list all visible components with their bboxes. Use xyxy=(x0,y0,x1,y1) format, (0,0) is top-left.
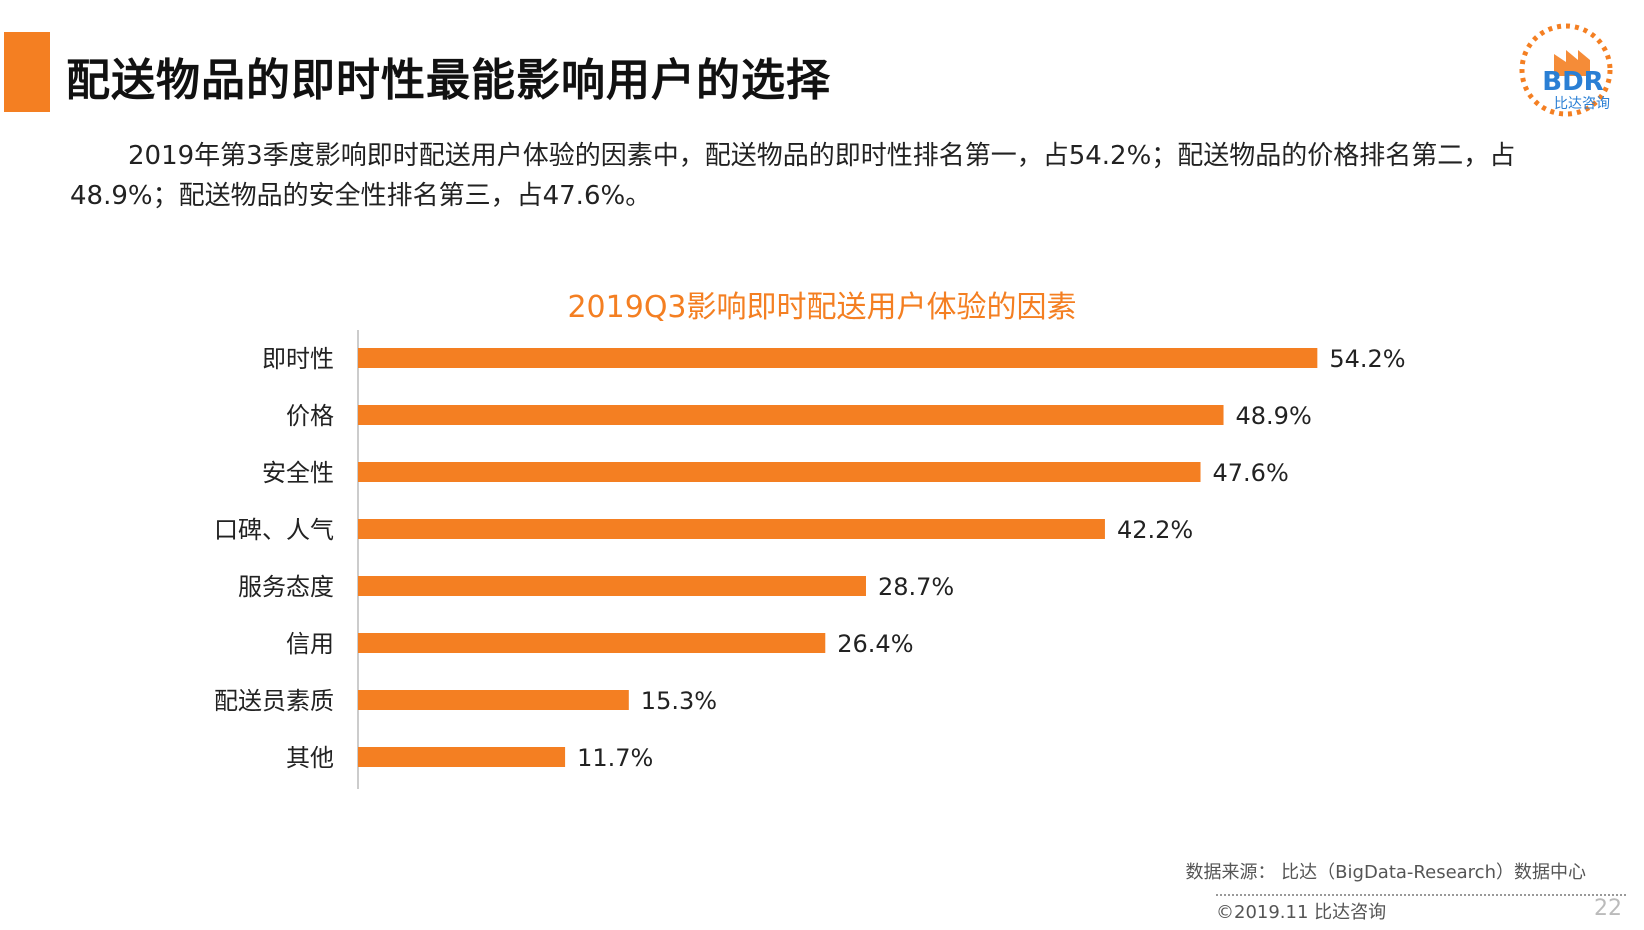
bar xyxy=(358,690,629,710)
bar xyxy=(358,405,1224,425)
category-label: 即时性 xyxy=(262,345,334,373)
value-label: 48.9% xyxy=(1236,402,1312,430)
value-label: 47.6% xyxy=(1213,459,1289,487)
intro-paragraph: 2019年第3季度影响即时配送用户体验的因素中，配送物品的即时性排名第一，占54… xyxy=(70,141,1516,211)
footer-divider xyxy=(1216,894,1626,896)
page-number: 22 xyxy=(1594,896,1622,921)
bar-chart: 即时性 54.2% 价格 48.9% 安全性 47.6% 口碑、人气 42.2% 服务态度 28.… xyxy=(214,330,1406,789)
value-label: 15.3% xyxy=(641,687,717,715)
logo-text: BDR xyxy=(1542,67,1603,97)
category-label: 信用 xyxy=(286,630,334,658)
bar xyxy=(358,633,826,653)
bdr-logo: BDR 比达咨询 xyxy=(1519,23,1613,117)
page-title: 配送物品的即时性最能影响用户的选择 xyxy=(66,55,831,106)
value-label: 26.4% xyxy=(837,630,913,658)
logo-subtext: 比达咨询 xyxy=(1554,96,1610,112)
bar xyxy=(358,747,566,767)
chart-title: 2019Q3影响即时配送用户体验的因素 xyxy=(567,290,1077,325)
title-accent-bar xyxy=(4,32,50,112)
category-label: 安全性 xyxy=(262,459,334,487)
logo-ring xyxy=(1519,23,1613,117)
category-label: 配送员素质 xyxy=(214,687,334,715)
value-label: 11.7% xyxy=(577,744,653,772)
bar xyxy=(358,576,866,596)
bar xyxy=(358,348,1318,368)
value-label: 54.2% xyxy=(1329,345,1405,373)
category-label: 其他 xyxy=(286,744,334,772)
copyright: ©2019.11 比达咨询 xyxy=(1216,902,1387,923)
logo-building xyxy=(1554,50,1590,76)
category-label: 口碑、人气 xyxy=(214,516,334,544)
value-label: 28.7% xyxy=(878,573,954,601)
bar xyxy=(358,462,1201,482)
data-source: 数据来源： 比达（BigData-Research）数据中心 xyxy=(1185,862,1586,883)
category-label: 服务态度 xyxy=(238,573,334,601)
category-label: 价格 xyxy=(286,402,334,430)
value-label: 42.2% xyxy=(1117,516,1193,544)
bar xyxy=(358,519,1105,539)
